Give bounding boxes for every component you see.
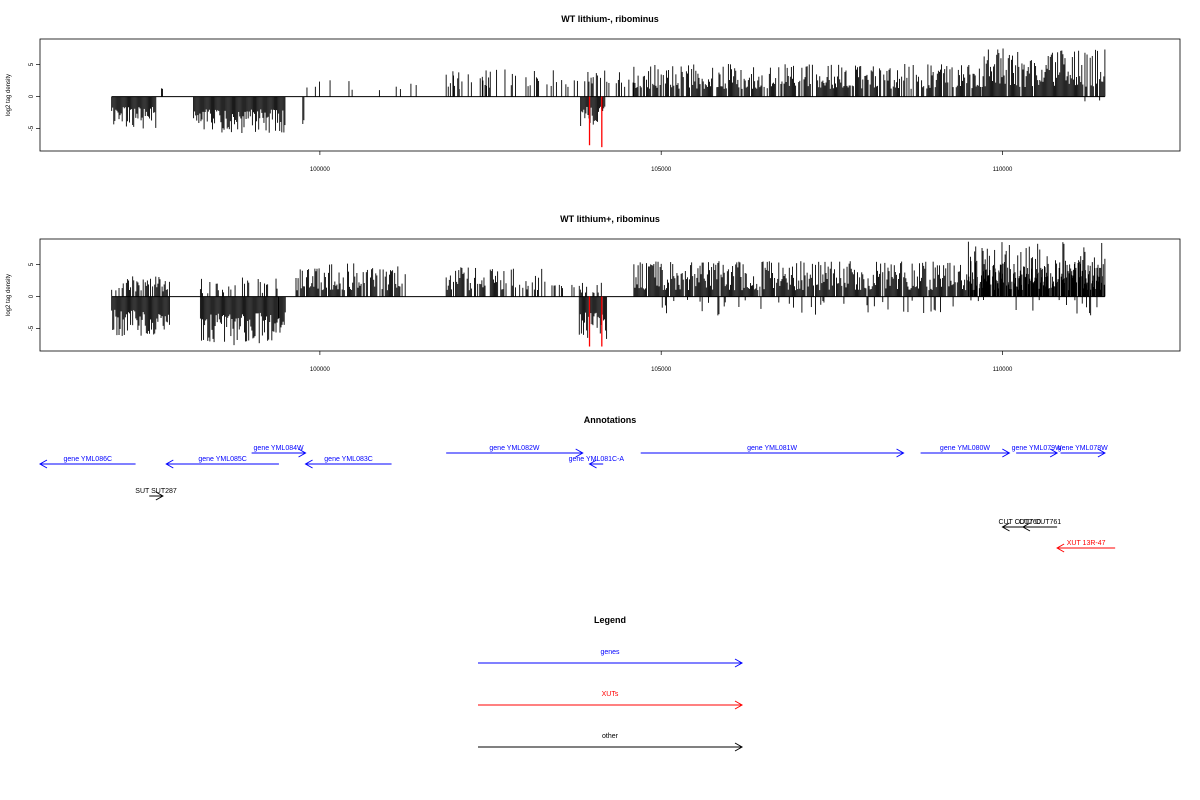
x-tick-label: 110000	[993, 167, 1013, 173]
arrowhead-icon	[165, 459, 174, 469]
annotation-feature: gene YML086C	[38, 456, 136, 469]
legend-label: XUTs	[602, 691, 619, 698]
arrowhead-icon	[734, 658, 744, 668]
annotations-panel: Annotations gene YML086C gene YML085C gene …	[38, 415, 1116, 553]
arrowhead-icon	[896, 448, 905, 458]
signal-bars	[111, 241, 1106, 346]
annotation-feature: gene YML081W	[640, 445, 905, 458]
arrowhead-icon	[1056, 543, 1065, 553]
legend-label: other	[602, 733, 619, 740]
feature-label: CUT CUT760	[998, 519, 1040, 526]
feature-label: CUT CUT761	[1019, 519, 1061, 526]
annotation-feature: gene YML078W	[1058, 445, 1108, 458]
x-tick-label: 105000	[651, 367, 672, 373]
arrowhead-icon	[588, 459, 597, 469]
arrowhead-icon	[734, 700, 744, 710]
y-tick-label: 0	[29, 94, 35, 98]
annotation-feature: CUT CUT761	[1019, 519, 1061, 532]
arrowhead-icon	[575, 448, 584, 458]
legend-entry: other	[478, 733, 744, 752]
feature-label: gene YML078W	[1058, 445, 1108, 452]
x-tick-label: 110000	[993, 367, 1013, 373]
y-tick-label: 5	[29, 262, 35, 266]
annotation-feature: SUT SUT287	[135, 488, 177, 501]
feature-label: XUT 13R-47	[1067, 540, 1106, 547]
x-tick-label: 105000	[651, 167, 672, 173]
legend-label: genes	[600, 649, 620, 656]
y-tick-label: -5	[29, 125, 35, 131]
arrowhead-icon	[1049, 448, 1059, 458]
annotation-feature: gene YML082W	[446, 445, 584, 458]
y-tick-label: -5	[29, 325, 35, 331]
legend-entry: XUTs	[478, 691, 744, 710]
legend: Legend genes XUTs other	[478, 615, 744, 752]
y-tick-label: 5	[29, 62, 35, 66]
arrowhead-icon	[155, 491, 164, 501]
arrowhead-icon	[734, 742, 744, 752]
x-tick-label: 100000	[310, 367, 331, 373]
arrowhead-icon	[1021, 522, 1031, 532]
feature-label: gene YML081W	[747, 445, 797, 452]
signal-bars	[111, 48, 1106, 134]
arrowhead-icon	[1001, 522, 1010, 532]
feature-label: gene YML083C	[324, 456, 373, 463]
annotation-feature: gene YML084W	[251, 445, 307, 458]
feature-label: gene YML086C	[64, 456, 113, 463]
feature-label: gene YML081C-A	[569, 456, 625, 463]
annotation-feature: gene YML085C	[165, 456, 279, 469]
feature-label: gene YML079W	[1012, 445, 1062, 452]
panel-title: WT lithium-, ribominus	[561, 14, 659, 24]
y-axis-label: log2 tag density	[6, 74, 12, 116]
annotation-feature: gene YML081C-A	[569, 456, 625, 469]
feature-label: gene YML080W	[940, 445, 990, 452]
annotation-feature: gene YML079W	[1012, 445, 1062, 458]
arrowhead-icon	[304, 459, 313, 469]
feature-label: gene YML085C	[198, 456, 247, 463]
track-panel-2: WT lithium+, ribominus log2 tag density -5…	[6, 214, 1181, 373]
plot-frame	[39, 38, 1181, 152]
annotations-title: Annotations	[584, 415, 637, 425]
legend-title: Legend	[594, 615, 626, 625]
feature-label: gene YML084W	[254, 445, 304, 452]
track-panel-1: WT lithium-, ribominus log2 tag density -5…	[6, 14, 1181, 173]
annotation-feature: gene YML083C	[304, 456, 392, 469]
annotation-feature: gene YML080W	[920, 445, 1011, 458]
arrowhead-icon	[38, 459, 48, 469]
plot-frame	[39, 238, 1181, 352]
panel-title: WT lithium+, ribominus	[560, 214, 660, 224]
y-axis-label: log2 tag density	[6, 274, 12, 316]
arrowhead-icon	[1097, 448, 1106, 458]
arrowhead-icon	[298, 448, 307, 458]
feature-label: gene YML082W	[489, 445, 539, 452]
feature-label: SUT SUT287	[135, 488, 177, 495]
x-tick-label: 100000	[310, 167, 331, 173]
annotation-feature: XUT 13R-47	[1056, 540, 1116, 553]
arrowhead-icon	[1002, 448, 1011, 458]
legend-entry: genes	[478, 649, 744, 668]
y-tick-label: 0	[29, 294, 35, 298]
